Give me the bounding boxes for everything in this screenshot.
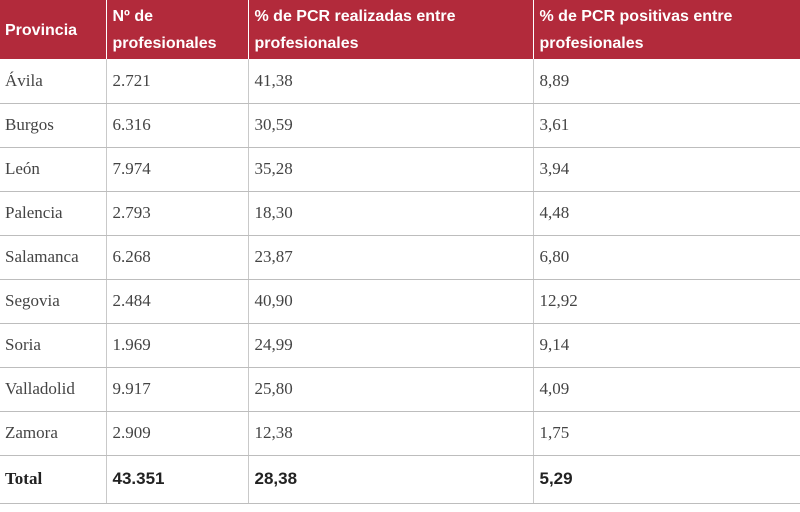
cell-pcr-realizadas: 40,90: [247, 279, 533, 324]
table-header-row: Provincia Nº de profesionales % de PCR r…: [0, 0, 800, 59]
cell-pcr-positivas: 1,75: [532, 411, 800, 456]
table-row: León 7.974 35,28 3,94: [0, 147, 800, 192]
table-body: Ávila 2.721 41,38 8,89 Burgos 6.316 30,5…: [0, 59, 800, 504]
cell-pcr-realizadas: 30,59: [247, 103, 533, 148]
cell-pcr-realizadas: 25,80: [247, 367, 533, 412]
cell-pcr-positivas: 9,14: [532, 323, 800, 368]
header-pcr-positivas: % de PCR positivas entre profesionales: [532, 0, 800, 59]
cell-profesionales: 6.268: [105, 235, 248, 280]
cell-pcr-realizadas: 12,38: [247, 411, 533, 456]
cell-pcr-positivas: 3,94: [532, 147, 800, 192]
cell-pcr-realizadas: 18,30: [247, 191, 533, 236]
table-row: Zamora 2.909 12,38 1,75: [0, 411, 800, 456]
table-row: Ávila 2.721 41,38 8,89: [0, 59, 800, 104]
cell-profesionales: 9.917: [105, 367, 248, 412]
table-row: Burgos 6.316 30,59 3,61: [0, 103, 800, 148]
cell-provincia: Ávila: [0, 59, 106, 104]
cell-profesionales: 2.721: [105, 59, 248, 104]
cell-profesionales: 7.974: [105, 147, 248, 192]
header-num-profesionales: Nº de profesionales: [105, 0, 248, 59]
cell-provincia: Zamora: [0, 411, 106, 456]
table-row: Palencia 2.793 18,30 4,48: [0, 191, 800, 236]
table-row: Salamanca 6.268 23,87 6,80: [0, 235, 800, 280]
cell-pcr-positivas: 4,48: [532, 191, 800, 236]
cell-profesionales: 2.484: [105, 279, 248, 324]
cell-provincia: León: [0, 147, 106, 192]
cell-pcr-positivas: 3,61: [532, 103, 800, 148]
total-pcr-realizadas: 28,38: [247, 454, 533, 504]
total-label: Total: [0, 454, 106, 504]
cell-pcr-realizadas: 35,28: [247, 147, 533, 192]
cell-pcr-positivas: 8,89: [532, 59, 800, 104]
cell-provincia: Segovia: [0, 279, 106, 324]
table-row: Valladolid 9.917 25,80 4,09: [0, 367, 800, 412]
cell-pcr-realizadas: 41,38: [247, 59, 533, 104]
cell-provincia: Palencia: [0, 191, 106, 236]
total-pcr-positivas: 5,29: [532, 454, 800, 504]
cell-provincia: Valladolid: [0, 367, 106, 412]
cell-pcr-positivas: 6,80: [532, 235, 800, 280]
total-row: Total 43.351 28,38 5,29: [0, 454, 800, 504]
cell-pcr-realizadas: 23,87: [247, 235, 533, 280]
cell-profesionales: 2.793: [105, 191, 248, 236]
header-pcr-realizadas: % de PCR realizadas entre profesionales: [247, 0, 533, 59]
cell-provincia: Soria: [0, 323, 106, 368]
table-row: Soria 1.969 24,99 9,14: [0, 323, 800, 368]
header-provincia: Provincia: [0, 0, 106, 59]
cell-pcr-positivas: 4,09: [532, 367, 800, 412]
cell-provincia: Burgos: [0, 103, 106, 148]
cell-pcr-realizadas: 24,99: [247, 323, 533, 368]
table-row: Segovia 2.484 40,90 12,92: [0, 279, 800, 324]
cell-profesionales: 1.969: [105, 323, 248, 368]
cell-profesionales: 6.316: [105, 103, 248, 148]
cell-pcr-positivas: 12,92: [532, 279, 800, 324]
cell-profesionales: 2.909: [105, 411, 248, 456]
total-profesionales: 43.351: [105, 454, 248, 504]
cell-provincia: Salamanca: [0, 235, 106, 280]
